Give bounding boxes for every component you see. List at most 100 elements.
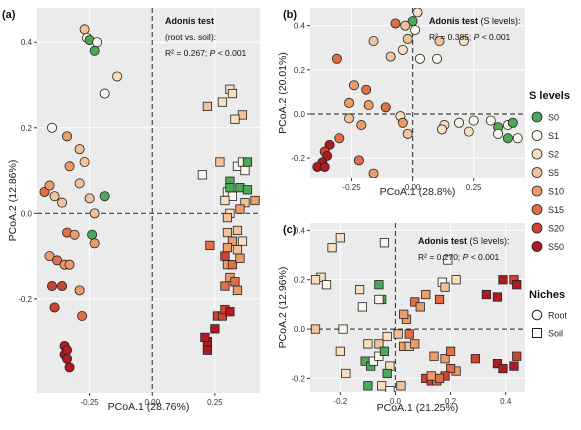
point-soil <box>232 225 243 236</box>
legend-label-S20: S20 <box>548 224 564 234</box>
legend-swatch-S15 <box>531 204 543 215</box>
point-soil <box>512 351 522 361</box>
point-soil <box>225 307 235 317</box>
point-root <box>89 45 100 56</box>
x-tick-label: 0.2 <box>445 397 457 406</box>
point-soil <box>321 280 332 290</box>
point-root <box>62 345 73 356</box>
y-tick-label: 0.4 <box>294 226 306 235</box>
point-soil <box>377 381 387 391</box>
point-root <box>432 53 443 64</box>
point-soil <box>492 292 503 302</box>
legend-s-title: S levels <box>529 90 570 102</box>
point-soil <box>327 243 337 253</box>
y-axis-label: PCoA.2 (20.01%) <box>277 52 289 134</box>
point-soil <box>410 339 420 349</box>
y-tick-label: -0.2 <box>18 295 32 304</box>
point-soil <box>200 332 210 342</box>
legend-label-S1: S1 <box>548 131 559 141</box>
point-root <box>468 115 479 126</box>
x-tick-label: 0.25 <box>466 183 482 192</box>
point-root <box>380 102 391 113</box>
point-soil <box>440 282 450 292</box>
point-soil <box>363 381 373 391</box>
legend-niche-title: Niches <box>529 289 565 301</box>
point-soil <box>242 157 253 167</box>
panel-tag: (a) <box>2 9 16 21</box>
y-tick-label: 0.4 <box>21 38 33 47</box>
point-root <box>319 161 330 172</box>
panel-1: -0.25 0.00 0.25 -0.2 0.0 0.2 0.4(b) Adonis test… <box>277 8 525 198</box>
adonis-stats: R² = 0.385; P < 0.001 <box>429 32 511 42</box>
point-root <box>89 238 100 249</box>
point-root <box>89 208 100 219</box>
legend-swatch-S10 <box>531 185 543 197</box>
point-soil <box>240 198 250 208</box>
point-root <box>87 229 98 240</box>
point-soil <box>410 297 420 307</box>
point-soil <box>363 339 373 349</box>
point-root <box>324 139 335 150</box>
point-soil <box>227 88 238 99</box>
point-soil <box>335 346 345 356</box>
point-soil <box>443 255 453 265</box>
point-soil <box>498 275 508 285</box>
point-soil <box>368 356 378 366</box>
point-root <box>414 53 425 64</box>
point-soil <box>374 339 384 349</box>
point-soil <box>220 251 230 261</box>
x-tick-label: 0.4 <box>500 397 512 406</box>
point-soil <box>235 204 245 214</box>
y-tick-label: 0.0 <box>294 110 306 119</box>
panel-0: -0.25 0.00 0.25 -0.2 0.0 0.2 0.4 (a) Adonis test… <box>2 8 260 413</box>
legend-s-items: S0 S1 S2 S5 S10 S15 S20 S50 <box>531 111 564 252</box>
point-soil <box>230 114 240 124</box>
point-soil <box>434 294 445 305</box>
point-soil <box>310 275 321 285</box>
point-root <box>348 80 359 91</box>
point-soil <box>512 280 522 290</box>
point-soil <box>225 183 235 193</box>
panel-tag: (c) <box>283 224 297 236</box>
point-soil <box>335 233 345 243</box>
point-root <box>57 197 68 208</box>
panels-layer: -0.25 0.00 0.25 -0.2 0.0 0.2 0.4 (a) Adonis test… <box>2 8 525 414</box>
adonis-title: Adonis test (S levels): <box>429 16 521 26</box>
legend-label-S5: S5 <box>548 168 559 178</box>
points <box>312 8 523 178</box>
point-root <box>331 53 342 64</box>
legend-label-S0: S0 <box>548 113 559 123</box>
point-soil <box>220 195 230 206</box>
point-soil <box>341 368 351 379</box>
point-root <box>64 362 75 373</box>
point-root <box>99 88 110 99</box>
y-tick-label: 0.2 <box>294 276 306 285</box>
point-root <box>112 71 123 82</box>
panel-2: -0.2 0.0 0.2 0.4-0.20.00.20.4(c)Adonis test… <box>277 223 525 414</box>
x-tick-label: -0.2 <box>333 397 347 406</box>
point-root <box>44 251 55 262</box>
x-tick-label: 0.25 <box>207 398 223 407</box>
point-root <box>361 84 372 95</box>
point-root <box>390 18 401 29</box>
legend-swatch-S1 <box>531 130 543 141</box>
point-soil <box>230 277 240 287</box>
point-soil <box>445 346 456 356</box>
adonis-stats: R² = 0.270; P < 0.001 <box>418 252 500 262</box>
legend-niche-items: Root Soil <box>531 309 568 339</box>
point-soil <box>310 324 321 334</box>
x-tick-label: -0.25 <box>342 183 361 192</box>
point-root <box>434 36 445 47</box>
point-root <box>84 193 95 204</box>
point-soil <box>250 195 260 206</box>
point-soil <box>242 185 253 195</box>
point-soil <box>355 285 365 295</box>
y-tick-label: 0.4 <box>294 22 306 31</box>
point-root <box>64 161 75 172</box>
legend-label-soil: Soil <box>548 329 563 339</box>
point-soil <box>429 351 439 361</box>
point-soil <box>415 302 425 312</box>
adonis-subtitle: (root vs. soil): <box>165 32 216 42</box>
point-soil <box>492 359 503 369</box>
legend: S levels S0 S1 S2 S5 S10 S15 S20 S50 Niches Roo… <box>529 90 570 339</box>
